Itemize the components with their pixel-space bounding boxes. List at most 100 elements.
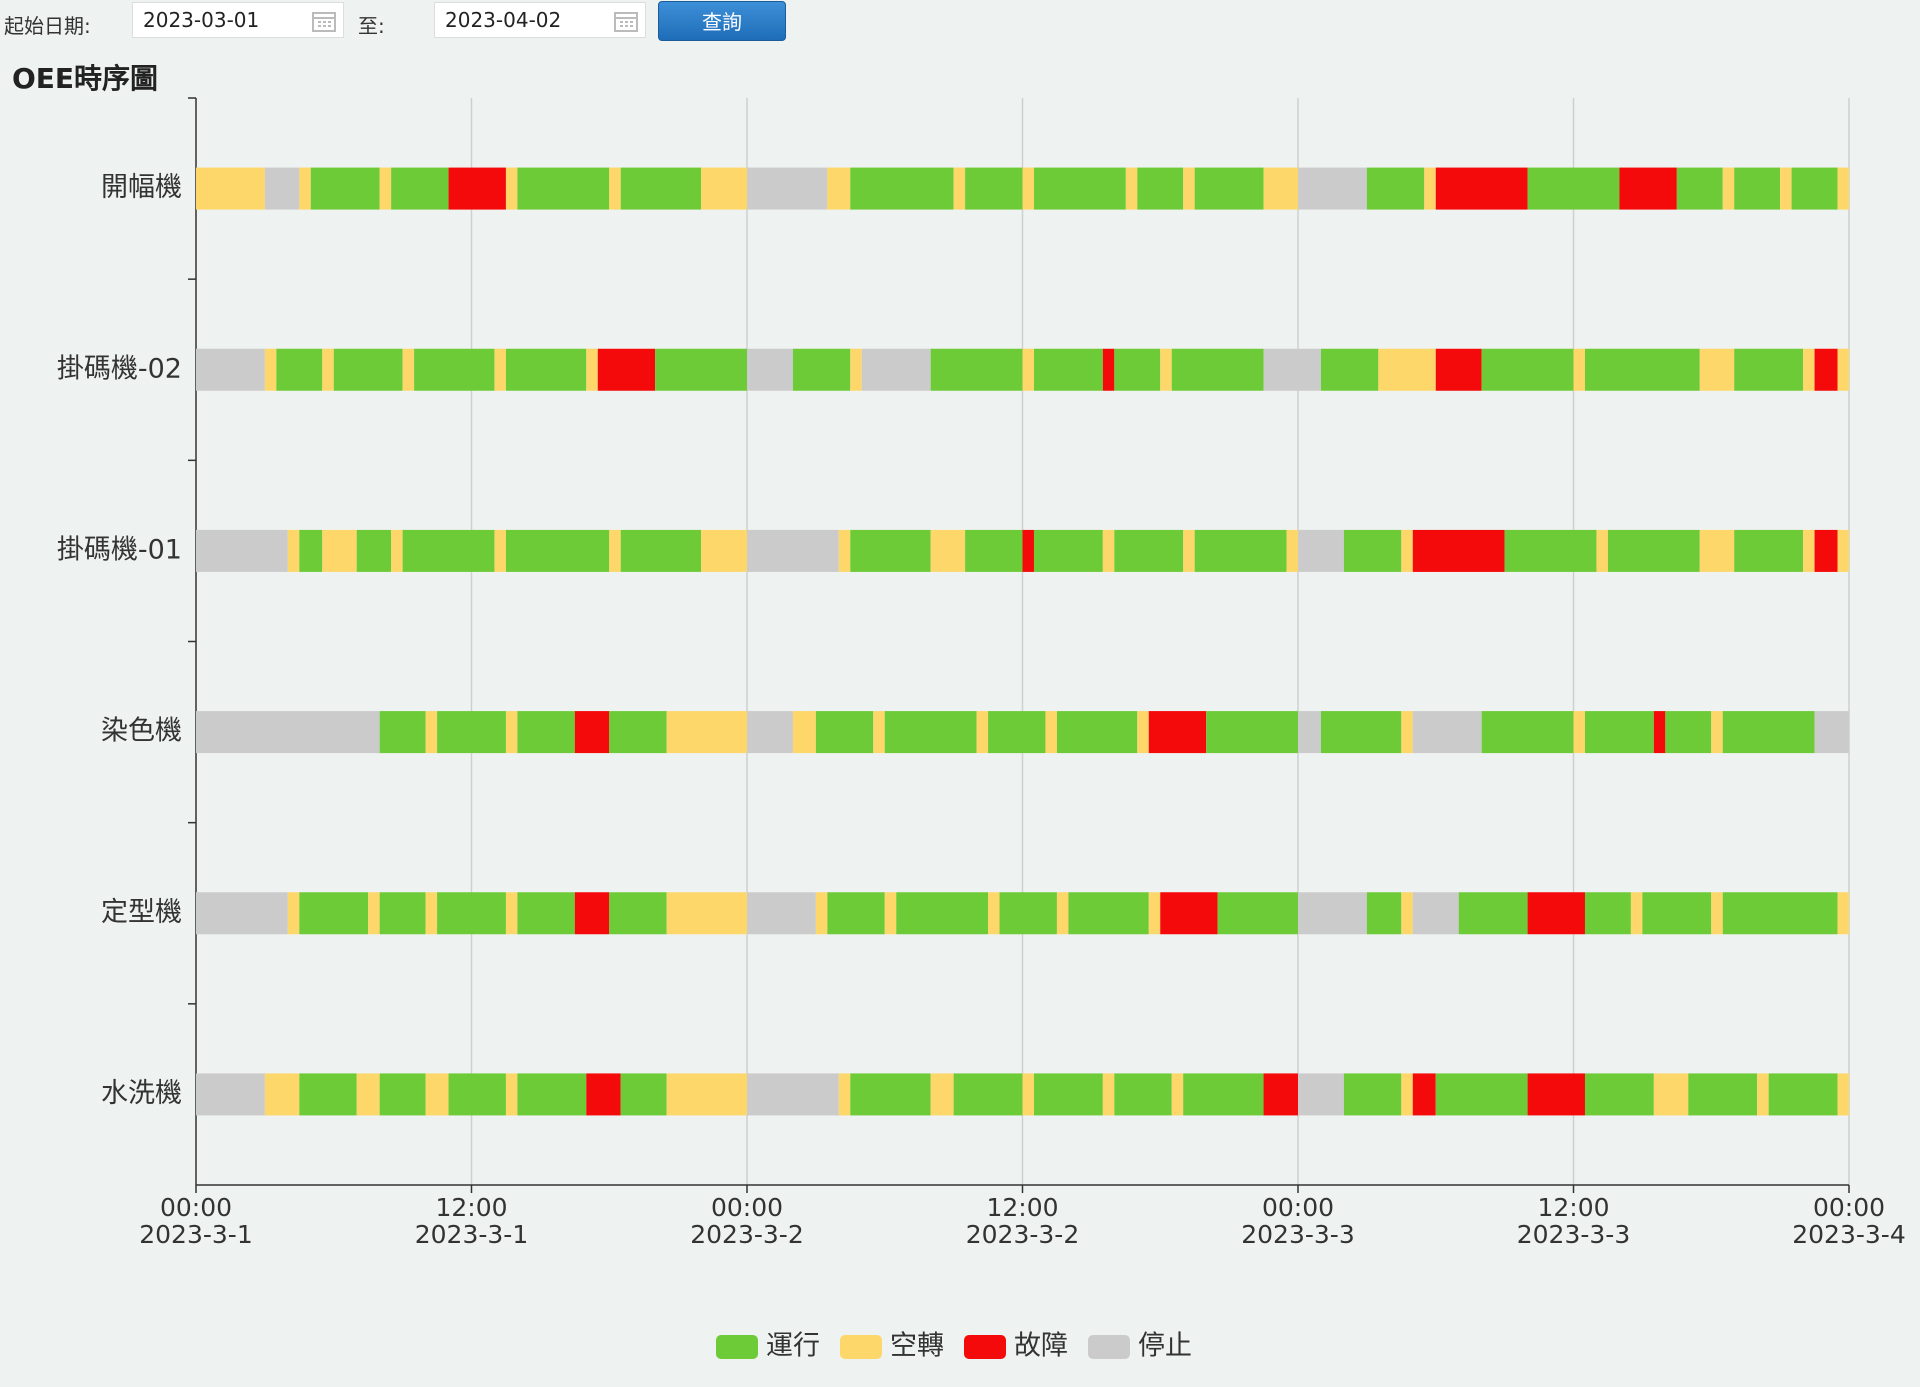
state-segment (884, 711, 977, 754)
state-segment (1183, 529, 1195, 572)
state-segment (1734, 529, 1804, 572)
state-segment (620, 529, 702, 572)
state-segment (655, 348, 747, 391)
state-segment (1401, 711, 1413, 754)
state-segment (1814, 529, 1838, 572)
state-segment (1504, 529, 1597, 572)
calendar-icon[interactable] (613, 9, 639, 33)
x-tick-label: 00:00 (711, 1193, 783, 1222)
state-segment (1183, 167, 1195, 210)
state-segment (264, 167, 300, 210)
state-segment (609, 529, 621, 572)
state-segment (1573, 348, 1585, 391)
state-segment (1022, 529, 1034, 572)
state-segment (1102, 1073, 1115, 1116)
state-segment (517, 167, 610, 210)
state-segment (597, 348, 656, 391)
state-segment (873, 711, 885, 754)
query-button[interactable]: 查詢 (658, 1, 786, 41)
state-segment (838, 1073, 851, 1116)
state-segment (1837, 167, 1849, 210)
state-segment (1814, 711, 1849, 754)
state-segment (379, 167, 392, 210)
state-segment (1412, 892, 1459, 935)
state-segment (379, 1073, 426, 1116)
state-segment (1171, 348, 1264, 391)
state-segment (1045, 711, 1057, 754)
state-segment (310, 167, 380, 210)
state-segment (1366, 892, 1402, 935)
state-segment (1711, 892, 1723, 935)
state-segment (391, 529, 403, 572)
state-segment (1699, 529, 1735, 572)
x-tick-date: 2023-3-3 (1241, 1220, 1354, 1249)
state-segment (1837, 529, 1849, 572)
start-date-value: 2023-03-01 (143, 8, 260, 32)
state-segment (1412, 1073, 1436, 1116)
state-segment (1837, 1073, 1849, 1116)
state-segment (1401, 1073, 1413, 1116)
state-segment (1665, 711, 1712, 754)
state-segment (930, 1073, 954, 1116)
state-segment (196, 167, 265, 210)
calendar-icon[interactable] (311, 9, 337, 33)
legend-label: 空轉 (890, 1331, 944, 1362)
state-segment (1033, 348, 1103, 391)
state-segment (1607, 529, 1700, 572)
state-segment (965, 529, 1023, 572)
state-segment (196, 348, 265, 391)
state-segment (988, 711, 1046, 754)
state-segment (884, 892, 897, 935)
state-segment (505, 167, 518, 210)
legend-label: 故障 (1014, 1331, 1068, 1362)
state-segment (1171, 1073, 1184, 1116)
state-segment (1125, 167, 1138, 210)
state-segment (517, 711, 575, 754)
x-tick-label: 12:00 (986, 1193, 1058, 1222)
state-segment (747, 1073, 839, 1116)
state-segment (1022, 167, 1034, 210)
state-segment (701, 167, 747, 210)
state-segment (1435, 348, 1482, 391)
state-segment (815, 711, 874, 754)
state-segment (861, 348, 931, 391)
end-date-input[interactable]: 2023-04-02 (434, 2, 646, 38)
legend-swatch (840, 1335, 882, 1359)
state-segment (517, 892, 575, 935)
state-segment (1435, 167, 1528, 210)
state-segment (1298, 167, 1367, 210)
state-segment (850, 529, 931, 572)
state-segment (437, 892, 506, 935)
state-segment (1527, 167, 1620, 210)
state-segment (1320, 711, 1402, 754)
state-segment (1263, 1073, 1298, 1116)
state-segment (505, 529, 610, 572)
state-segment (1527, 1073, 1585, 1116)
state-segment (196, 1073, 265, 1116)
state-segment (1033, 1073, 1103, 1116)
state-segment (1734, 348, 1804, 391)
x-tick-date: 2023-3-2 (966, 1220, 1079, 1249)
y-tick-label: 掛碼機-02 (57, 353, 182, 384)
state-segment (976, 711, 989, 754)
state-segment (287, 529, 300, 572)
state-segment (1263, 348, 1321, 391)
x-tick-label: 00:00 (160, 1193, 232, 1222)
legend-label: 停止 (1138, 1331, 1192, 1362)
y-tick-label: 水洗機 (101, 1078, 182, 1109)
state-segment (402, 529, 495, 572)
state-segment (1803, 348, 1815, 391)
state-segment (747, 348, 793, 391)
x-tick-date: 2023-3-1 (139, 1220, 252, 1249)
state-segment (930, 348, 1023, 391)
x-tick-date: 2023-3-2 (690, 1220, 803, 1249)
state-segment (196, 892, 288, 935)
state-segment (1676, 167, 1723, 210)
state-segment (1481, 711, 1574, 754)
state-segment (1022, 1073, 1034, 1116)
state-segment (609, 892, 667, 935)
state-segment (1722, 711, 1815, 754)
start-date-input[interactable]: 2023-03-01 (132, 2, 344, 38)
state-segment (586, 348, 598, 391)
state-segment (850, 167, 954, 210)
